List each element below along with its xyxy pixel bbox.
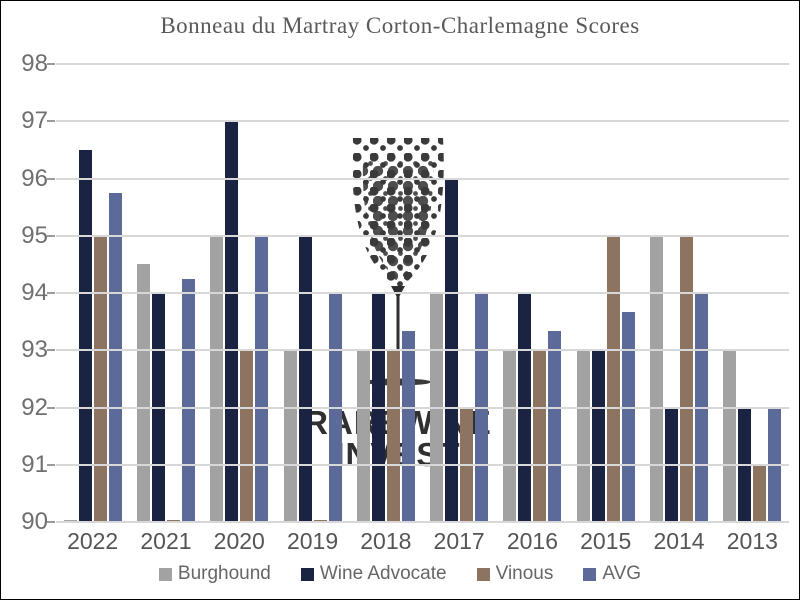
y-axis-label-90: 90 xyxy=(21,508,48,535)
gridline-98 xyxy=(56,63,789,65)
bar-2016-avg xyxy=(548,331,562,522)
bar-2022-vinous xyxy=(93,235,107,522)
bar-2015-avg xyxy=(621,311,635,522)
legend-label: AVG xyxy=(602,563,642,584)
x-axis-label-2015: 2015 xyxy=(580,528,632,554)
gridline-92 xyxy=(56,406,789,409)
x-axis-label-2020: 2020 xyxy=(213,528,265,554)
gridline-90 xyxy=(56,521,789,523)
bar-2020-wine-advocate xyxy=(225,121,239,522)
chart-title: Bonneau du Martray Corton-Charlemagne Sc… xyxy=(160,13,640,38)
x-axis-label-2014: 2014 xyxy=(653,528,705,554)
y-tick-95 xyxy=(47,234,55,237)
bar-2015-vinous xyxy=(606,235,620,522)
bar-2015-burghound xyxy=(576,350,590,522)
y-tick-93 xyxy=(47,349,55,352)
y-axis-label-95: 95 xyxy=(21,221,48,249)
legend: Burghound Wine Advocate Vinous AVG xyxy=(1,563,799,585)
bar-2018-vinous xyxy=(386,350,400,522)
gridline-95 xyxy=(56,234,789,237)
bar-2015-wine-advocate xyxy=(591,350,605,522)
bar-2016-burghound xyxy=(503,350,517,522)
bar-2020-vinous xyxy=(240,350,254,522)
bar-2022-wine-advocate xyxy=(78,149,92,522)
x-axis-label-2017: 2017 xyxy=(433,528,485,554)
gridline-91 xyxy=(56,463,789,466)
bar-2014-vinous xyxy=(680,235,694,522)
y-axis-label-92: 92 xyxy=(21,393,48,421)
x-axis-label-2016: 2016 xyxy=(506,528,559,554)
legend-label: Burghound xyxy=(177,563,271,584)
legend-label: Vinous xyxy=(495,563,554,584)
y-axis-label-97: 97 xyxy=(21,107,48,135)
y-tick-90 xyxy=(47,521,55,523)
legend-swatch-icon xyxy=(476,567,490,581)
x-axis-label-2022: 2022 xyxy=(67,528,119,554)
bar-2016-vinous xyxy=(533,350,547,522)
y-tick-96 xyxy=(47,177,55,180)
y-tick-94 xyxy=(47,292,55,294)
y-axis-label-91: 91 xyxy=(21,450,48,478)
gridline-96 xyxy=(56,177,789,180)
legend-swatch-icon xyxy=(300,567,314,581)
bar-group-2020 xyxy=(203,64,276,522)
y-tick-98 xyxy=(47,63,55,65)
bar-2019-burghound xyxy=(283,350,297,522)
bar-group-2015 xyxy=(569,64,642,522)
glass-bowl-inner xyxy=(362,161,434,282)
x-axis-label-2018: 2018 xyxy=(360,528,412,554)
bar-2014-burghound xyxy=(650,235,664,522)
legend-item-burghound: Burghound xyxy=(158,563,271,585)
legend-label: Wine Advocate xyxy=(319,563,447,584)
bar-2020-avg xyxy=(255,235,269,522)
legend-item-wine-advocate: Wine Advocate xyxy=(300,563,447,585)
x-axis-label-2013: 2013 xyxy=(726,528,778,554)
gridline-93 xyxy=(56,349,789,352)
x-axis-labels: 2022 2021 2020 2019 2018 2017 2016 2015 2014 2013 xyxy=(56,528,789,555)
bar-2021-burghound xyxy=(136,264,150,522)
y-axis-label-93: 93 xyxy=(21,336,48,364)
gridline-94 xyxy=(56,292,789,294)
bar-2019-wine-advocate xyxy=(298,235,312,522)
bar-2021-avg xyxy=(181,278,195,522)
plot-area xyxy=(47,63,789,523)
bar-2018-avg xyxy=(401,331,415,522)
y-axis-label-94: 94 xyxy=(21,279,48,306)
y-tick-91 xyxy=(47,463,55,466)
y-axis-label-96: 96 xyxy=(21,164,48,192)
x-axis-label-2021: 2021 xyxy=(140,528,192,554)
legend-item-vinous: Vinous xyxy=(476,563,554,585)
legend-swatch-icon xyxy=(583,567,597,581)
bar-2020-burghound xyxy=(210,235,224,522)
legend-swatch-icon xyxy=(158,567,172,581)
y-axis-label-98: 98 xyxy=(21,50,48,77)
x-axis-label-2019: 2019 xyxy=(286,528,339,554)
legend-item-avg: AVG xyxy=(583,563,641,585)
gridline-97 xyxy=(56,120,789,123)
bar-2013-burghound xyxy=(723,350,737,522)
y-tick-97 xyxy=(47,120,55,123)
bar-2022-avg xyxy=(108,192,122,522)
bar-2018-burghound xyxy=(356,350,370,522)
glass-stem xyxy=(396,293,400,379)
y-tick-92 xyxy=(47,406,55,409)
bar-2013-vinous xyxy=(753,464,767,522)
